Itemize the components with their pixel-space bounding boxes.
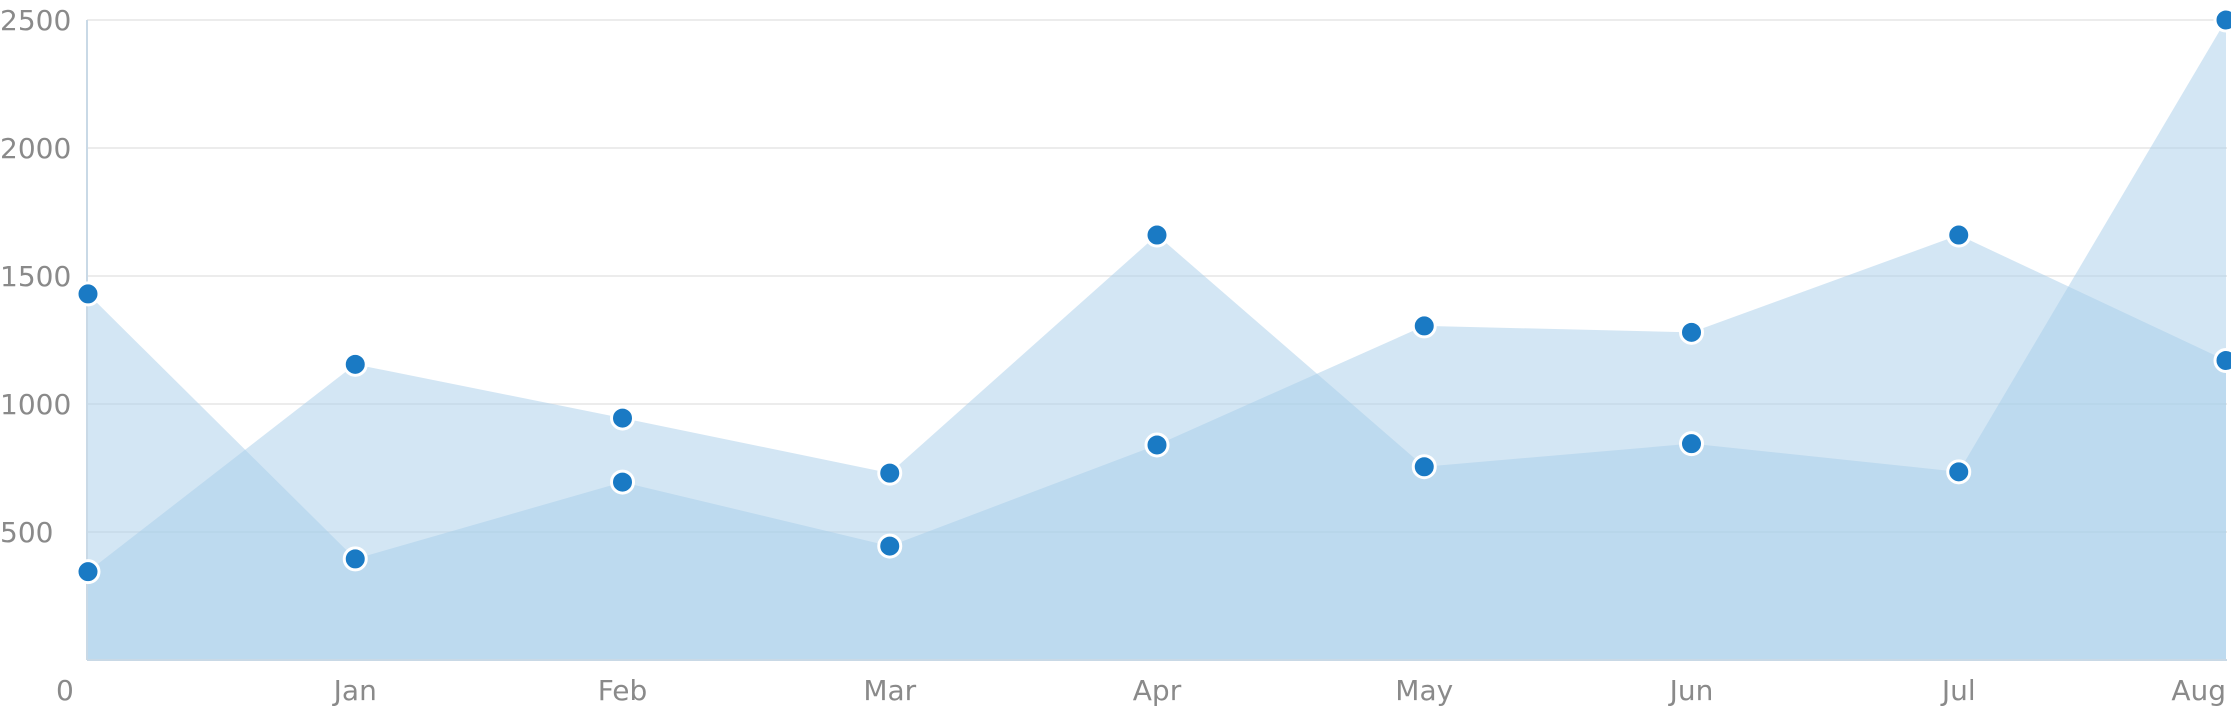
series-2-point-Jan[interactable] bbox=[342, 351, 368, 377]
series-1-point-Feb[interactable] bbox=[610, 469, 635, 495]
y-tick-label-1500: 1500 bbox=[0, 260, 71, 293]
series-1-point-Mar[interactable] bbox=[877, 533, 903, 559]
x-tick-label-Jul: Jul bbox=[1940, 674, 1976, 707]
x-tick-label-Aug: Aug bbox=[2171, 674, 2226, 707]
series-2-point-Apr[interactable] bbox=[1144, 222, 1170, 248]
y-tick-label-500: 500 bbox=[0, 516, 53, 549]
x-tick-label-Jan: Jan bbox=[332, 674, 377, 707]
series-1-point-Apr[interactable] bbox=[1144, 432, 1170, 458]
series-2-area bbox=[88, 20, 2226, 660]
series-2-point-May[interactable] bbox=[1411, 454, 1437, 480]
y-tick-label-1000: 1000 bbox=[0, 388, 71, 421]
series-markers bbox=[75, 7, 2231, 585]
series-1-point-0[interactable] bbox=[75, 281, 101, 307]
x-tick-label-Apr: Apr bbox=[1133, 674, 1182, 707]
series-1-point-May[interactable] bbox=[1411, 313, 1437, 339]
series-2-point-Aug[interactable] bbox=[2213, 7, 2231, 33]
series-2-point-Jul[interactable] bbox=[1946, 459, 1972, 485]
x-tick-label-May: May bbox=[1395, 674, 1453, 707]
axes bbox=[86, 20, 2227, 661]
x-tick-label-Mar: Mar bbox=[863, 674, 916, 707]
series-2-point-Mar[interactable] bbox=[877, 460, 903, 486]
y-tick-label-2500: 2500 bbox=[0, 4, 71, 37]
y-tick-label-2000: 2000 bbox=[0, 132, 71, 165]
series-1-point-Jul[interactable] bbox=[1946, 222, 1972, 248]
x-tick-label-0: 0 bbox=[56, 674, 74, 707]
x-tick-label-Feb: Feb bbox=[598, 674, 648, 707]
series-1-point-Aug[interactable] bbox=[2213, 347, 2231, 373]
series-2-point-0[interactable] bbox=[75, 559, 101, 585]
series-2-point-Jun[interactable] bbox=[1679, 431, 1704, 457]
series-1-point-Jun[interactable] bbox=[1679, 319, 1704, 345]
series-2-point-Feb[interactable] bbox=[610, 405, 635, 431]
series-areas bbox=[88, 20, 2226, 661]
tick-labels: 500 1000 1500 2000 2500 0 Jan Feb Mar Apr May Jun Ju… bbox=[0, 4, 2226, 707]
x-tick-label-Jun: Jun bbox=[1668, 674, 1714, 707]
series-1-point-Jan[interactable] bbox=[342, 546, 368, 572]
